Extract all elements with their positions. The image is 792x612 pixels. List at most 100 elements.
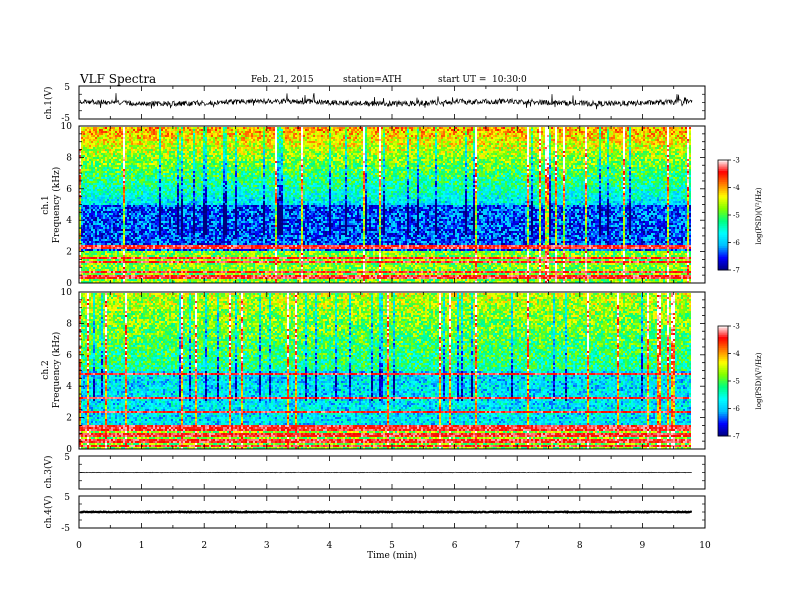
spectrogram-cell (183, 217, 185, 219)
spectrogram-cell (107, 141, 109, 143)
spectrogram-cell (103, 277, 105, 279)
spectrogram-cell (89, 231, 91, 233)
spectrogram-cell (87, 143, 89, 145)
spectrogram-cell (111, 275, 113, 277)
spectrogram-cell (125, 227, 127, 229)
spectrogram-cell (193, 251, 195, 253)
spectrogram-cell (87, 271, 89, 273)
spectrogram-cell (133, 145, 135, 147)
spectrogram-cell (97, 223, 99, 225)
spectrogram-cell (101, 155, 103, 157)
spectrogram-cell (191, 219, 193, 221)
spectrogram-cell (167, 191, 169, 193)
spectrogram-cell (167, 165, 169, 167)
spectrogram-cell (205, 187, 207, 189)
spectrogram-cell (87, 161, 89, 163)
spectrogram-cell (161, 209, 163, 211)
spectrogram-cell (103, 247, 105, 249)
spectrogram-cell (199, 199, 201, 201)
spectrogram-cell (91, 147, 93, 149)
spectrogram-cell (165, 147, 167, 149)
spectrogram-cell (93, 221, 95, 223)
spectrogram-cell (193, 175, 195, 177)
spectrogram-cell (101, 209, 103, 211)
spectrogram-cell (193, 263, 195, 265)
spectrogram-cell (137, 269, 139, 271)
spectrogram-cell (201, 223, 203, 225)
spectrogram-cell (139, 163, 141, 165)
spectrogram-cell (179, 201, 181, 203)
spectrogram-cell (125, 139, 127, 141)
spectrogram-cell (119, 261, 121, 263)
spectrogram-cell (129, 161, 131, 163)
spectrogram-cell (181, 225, 183, 227)
spectrogram-cell (129, 261, 131, 263)
spectrogram-cell (127, 197, 129, 199)
spectrogram-cell (181, 195, 183, 197)
spectrogram-cell (191, 259, 193, 261)
spectrogram-cell (93, 277, 95, 279)
spectrogram-cell (183, 187, 185, 189)
spectrogram-cell (153, 215, 155, 217)
spectrogram-cell (115, 151, 117, 153)
spectrogram-cell (149, 211, 151, 213)
spectrogram-cell (151, 273, 153, 275)
spectrogram-cell (161, 261, 163, 263)
spectrogram-cell (119, 263, 121, 265)
spectrogram-cell (185, 193, 187, 195)
spectrogram-cell (81, 253, 83, 255)
spectrogram-cell (79, 163, 81, 165)
spectrogram-cell (141, 159, 143, 161)
spectrogram-cell (181, 175, 183, 177)
spectrogram-cell (101, 137, 103, 139)
spectrogram-cell (79, 161, 81, 163)
spectrogram-cell (135, 137, 137, 139)
spectrogram-cell (137, 279, 139, 281)
spectrogram-cell (143, 149, 145, 151)
spectrogram-cell (107, 129, 109, 131)
spectrogram-cell (107, 223, 109, 225)
spectrogram-cell (173, 193, 175, 195)
spectrogram-cell (145, 169, 147, 171)
spectrogram-cell (93, 151, 95, 153)
spectrogram-cell (167, 243, 169, 245)
spectrogram-cell (119, 191, 121, 193)
spectrogram-cell (171, 269, 173, 271)
spectrogram-cell (203, 191, 205, 193)
spectrogram-cell (197, 131, 199, 133)
spectrogram-cell (189, 213, 191, 215)
spectrogram-cell (141, 255, 143, 257)
spectrogram-cell (179, 191, 181, 193)
spectrogram-cell (183, 253, 185, 255)
spectrogram-cell (155, 161, 157, 163)
spectrogram-cell (153, 183, 155, 185)
spectrogram-cell (165, 137, 167, 139)
spectrogram-cell (83, 173, 85, 175)
spectrogram-cell (141, 197, 143, 199)
spectrogram-cell (113, 209, 115, 211)
spectrogram-cell (139, 161, 141, 163)
spectrogram-cell (177, 229, 179, 231)
spectrogram-cell (139, 195, 141, 197)
spectrogram-cell (157, 167, 159, 169)
spectrogram-cell (85, 187, 87, 189)
spectrogram-cell (139, 227, 141, 229)
spectrogram-cell (153, 245, 155, 247)
spectrogram-cell (125, 205, 127, 207)
spectrogram-cell (83, 213, 85, 215)
spectrogram-cell (97, 259, 99, 261)
spectrogram-cell (163, 261, 165, 263)
spectrogram-cell (171, 199, 173, 201)
spectrogram-cell (115, 127, 117, 129)
spectrogram-cell (193, 167, 195, 169)
spectrogram-cell (177, 189, 179, 191)
spectrogram-cell (113, 131, 115, 133)
spectrogram-cell (97, 189, 99, 191)
spectrogram-cell (107, 135, 109, 137)
spectrogram-cell (159, 237, 161, 239)
spectrogram-cell (153, 185, 155, 187)
spectrogram-cell (199, 227, 201, 229)
spectrogram-cell (97, 211, 99, 213)
spectrogram-cell (157, 145, 159, 147)
spectrogram-cell (179, 209, 181, 211)
